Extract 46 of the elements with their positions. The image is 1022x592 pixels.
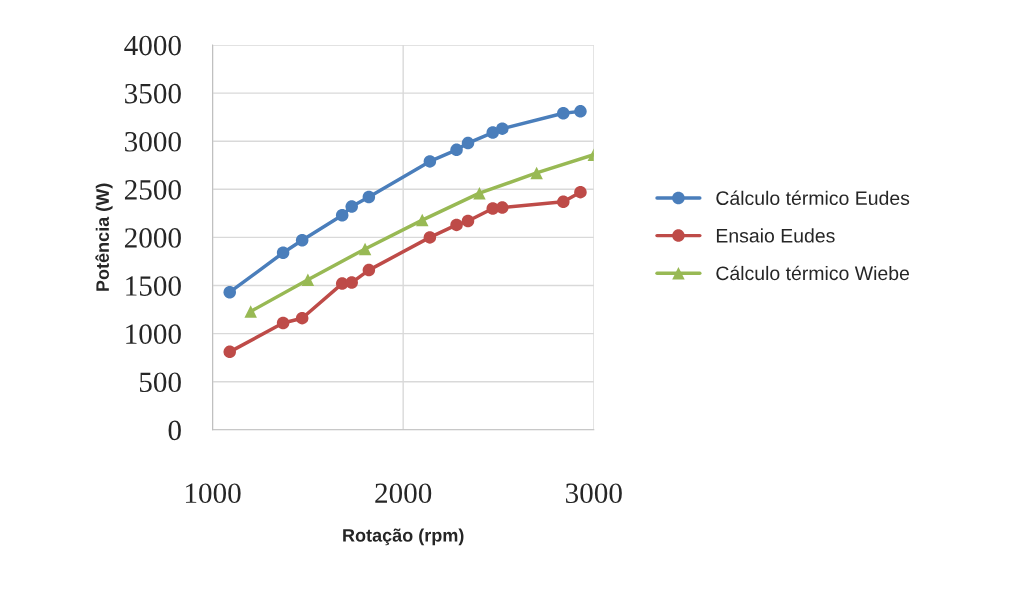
- point: [362, 190, 376, 204]
- point: [223, 285, 236, 299]
- y-axis-title: Potência (W): [95, 183, 113, 291]
- point: [530, 166, 543, 180]
- point: [345, 276, 358, 289]
- point: [301, 273, 315, 286]
- y-tick-label: 4000: [124, 35, 181, 56]
- y-tick-label: 0: [168, 420, 181, 441]
- y-tick-label: 1500: [126, 276, 181, 296]
- point: [461, 136, 475, 150]
- point: [362, 263, 376, 277]
- point: [358, 242, 372, 256]
- legend-label: Cálculo térmico Eudes: [716, 190, 910, 206]
- point: [276, 316, 290, 330]
- point: [423, 155, 437, 168]
- point: [335, 209, 349, 222]
- x-tick-label: 1000: [185, 483, 241, 504]
- y-tick-label: 3000: [125, 131, 181, 152]
- y-tick-label: 2000: [124, 228, 181, 248]
- point: [574, 185, 587, 199]
- point: [496, 122, 509, 135]
- point: [295, 311, 309, 325]
- y-tick-label: 1000: [126, 324, 181, 344]
- point: [223, 345, 236, 359]
- y-tick-label: 500: [139, 372, 181, 393]
- point: [557, 107, 570, 120]
- point: [473, 186, 486, 200]
- legend-label: Ensaio Eudes: [716, 228, 835, 243]
- point: [461, 214, 475, 228]
- x-tick-label: 2000: [375, 483, 432, 504]
- legend-label: Cálculo térmico Wiebe: [716, 265, 910, 281]
- point: [574, 105, 587, 118]
- x-tick-label: 3000: [566, 483, 622, 504]
- point: [450, 143, 463, 157]
- point: [244, 305, 257, 318]
- point: [295, 234, 309, 247]
- point: [415, 213, 429, 227]
- point: [345, 200, 358, 213]
- point: [276, 246, 290, 260]
- x-axis-title: Rotação (rpm): [343, 528, 464, 546]
- point: [423, 231, 437, 244]
- point: [450, 218, 463, 232]
- point: [557, 195, 570, 209]
- point: [496, 201, 509, 214]
- y-tick-label: 2500: [124, 180, 181, 200]
- y-tick-label: 3500: [125, 83, 181, 104]
